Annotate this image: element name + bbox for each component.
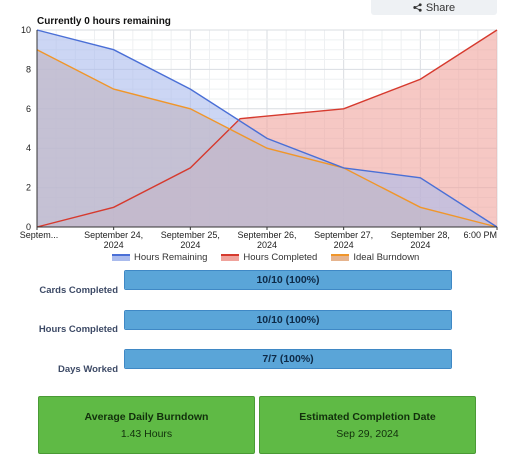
x-tick-label: 6:00 PM — [463, 230, 497, 240]
stat-label-days-worked: Days Worked — [57, 364, 118, 375]
y-tick-label: 6 — [26, 104, 31, 114]
card-title-estimated-completion-date: Estimated Completion Date — [299, 410, 436, 423]
card-average-daily-burndown: Average Daily Burndown 1.43 Hours — [38, 396, 255, 454]
progress-fill-cards-completed — [125, 271, 451, 289]
legend-label-hours-remaining: Hours Remaining — [134, 251, 208, 263]
y-tick-label: 4 — [26, 143, 31, 153]
x-tick-label: September 28, — [391, 230, 450, 240]
legend-label-hours-completed: Hours Completed — [243, 251, 318, 263]
legend-item-ideal-burndown[interactable]: Ideal Burndown — [331, 252, 419, 263]
legend-swatch-hours-remaining — [112, 253, 130, 261]
y-tick-label: 0 — [26, 222, 31, 232]
legend-swatch-ideal-burndown — [331, 253, 350, 261]
share-label: Share — [425, 1, 456, 14]
card-value-estimated-completion-date: Sep 29, 2024 — [336, 427, 399, 440]
chart-title: Currently 0 hours remaining — [37, 16, 171, 27]
share-icon — [413, 3, 422, 12]
legend-swatch-hours-completed — [221, 253, 240, 261]
legend-label-ideal-burndown: Ideal Burndown — [353, 251, 420, 263]
progress-value-hours-completed: 10/10 (100%) — [256, 314, 320, 326]
line-hours-completed — [36, 29, 498, 228]
legend-item-hours-remaining[interactable]: Hours Remaining — [112, 252, 207, 263]
progress-fill-days-worked — [125, 350, 451, 368]
stat-label-hours-completed: Hours Completed — [38, 324, 118, 335]
share-button[interactable]: Share — [371, 0, 497, 15]
progress-bar-cards-completed: 10/10 (100%) — [124, 270, 452, 290]
y-tick-label: 8 — [26, 64, 31, 74]
x-tick-label: September 24, — [84, 230, 143, 240]
progress-bar-days-worked: 7/7 (100%) — [124, 349, 452, 369]
stat-label-cards-completed: Cards Completed — [39, 285, 118, 296]
progress-value-cards-completed: 10/10 (100%) — [256, 274, 320, 286]
x-tick-label: Septem... — [20, 230, 59, 240]
x-tick-label: 2024 — [410, 240, 430, 250]
y-tick-label: 10 — [21, 25, 31, 35]
card-value-average-daily-burndown: 1.43 Hours — [120, 427, 173, 440]
card-estimated-completion-date: Estimated Completion Date Sep 29, 2024 — [259, 396, 476, 454]
x-tick-label: September 27, — [314, 230, 373, 240]
card-title-average-daily-burndown: Average Daily Burndown — [84, 410, 209, 423]
x-tick-label: 2024 — [104, 240, 124, 250]
progress-value-days-worked: 7/7 (100%) — [262, 353, 314, 365]
x-tick-label: 2024 — [257, 240, 277, 250]
legend-item-hours-completed[interactable]: Hours Completed — [221, 252, 317, 263]
x-tick-label: September 25, — [161, 230, 220, 240]
progress-bar-hours-completed: 10/10 (100%) — [124, 310, 452, 330]
line-ideal-burndown — [36, 49, 498, 228]
progress-fill-hours-completed — [125, 311, 451, 329]
x-tick-label: 2024 — [334, 240, 354, 250]
x-tick-label: 2024 — [180, 240, 200, 250]
chart-legend: Hours Remaining Hours Completed Ideal Bu… — [112, 250, 419, 264]
line-hours-remaining — [36, 29, 498, 228]
area-hours-remaining — [37, 30, 497, 227]
x-tick-label: September 26, — [237, 230, 296, 240]
y-tick-label: 2 — [26, 183, 31, 193]
